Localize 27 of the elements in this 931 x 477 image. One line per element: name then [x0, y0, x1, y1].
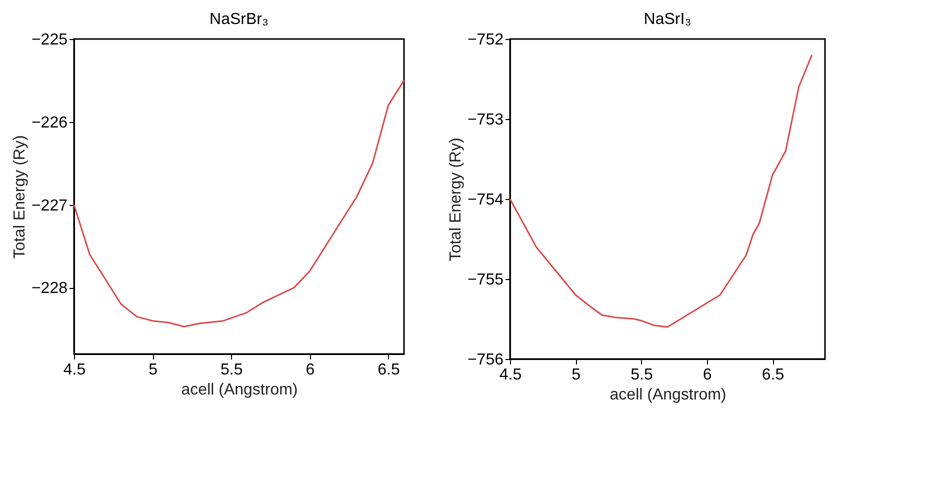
- y-axis-title: Total Energy (Ry): [11, 135, 28, 259]
- x-axis-title: acell (Angstrom): [610, 386, 726, 404]
- x-tick-label: 6: [702, 366, 712, 384]
- y-tick-label: −755: [467, 272, 504, 288]
- x-tick-label: 5: [148, 362, 158, 378]
- x-tick-label: 6.5: [762, 366, 784, 384]
- x-tick-label: 4.5: [63, 362, 86, 378]
- y-tick-label: −226: [31, 114, 68, 132]
- x-axis-title: acell (Angstrom): [181, 382, 298, 398]
- y-axis-title: Total Energy (Ry): [447, 138, 464, 262]
- y-tick-label: −752: [467, 32, 504, 48]
- chart-title: NaSrI₃: [644, 11, 692, 28]
- line-series: [73, 80, 405, 328]
- chart-title: NaSrBr₃: [210, 11, 268, 28]
- x-tick-label: 5.5: [220, 362, 243, 378]
- y-tick-label: −225: [31, 32, 68, 48]
- x-tick-label: 6: [306, 362, 315, 378]
- line-series: [509, 54, 813, 328]
- y-tick-label: −227: [31, 197, 68, 214]
- x-tick-label: 4.5: [499, 366, 522, 384]
- x-tick-label: 5.5: [630, 366, 653, 384]
- y-tick-label: −756: [467, 352, 504, 368]
- y-tick-label: −753: [467, 112, 504, 128]
- x-tick-label: 6.5: [378, 362, 400, 378]
- y-tick-label: −228: [31, 280, 68, 298]
- x-tick-label: 5: [572, 366, 581, 384]
- y-tick-label: −754: [467, 192, 504, 208]
